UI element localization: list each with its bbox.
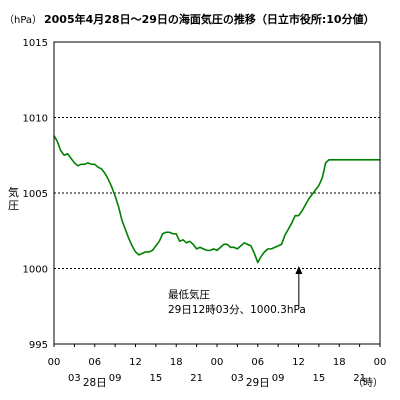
x-tick-label: 12 xyxy=(129,357,142,368)
x-tick-label: 15 xyxy=(150,373,163,384)
day-label: 28日 xyxy=(83,377,107,389)
annotation-detail: 29日12時03分、1000.3hPa xyxy=(168,304,306,316)
pressure-series-line xyxy=(53,135,380,264)
annotation-arrowhead xyxy=(295,265,303,274)
grid-lines xyxy=(54,117,380,269)
x-tick-label: 09 xyxy=(109,373,122,384)
plot-frame xyxy=(53,41,381,345)
x-tick-label: 03 xyxy=(231,373,244,384)
x-tick-label: 00 xyxy=(211,357,224,368)
y-tick-label: 1015 xyxy=(23,38,48,49)
unit-label: （hPa） xyxy=(4,14,42,26)
x-tick-label: 18 xyxy=(333,357,346,368)
x-tick-label: 06 xyxy=(251,357,264,368)
y-tick-label: 1005 xyxy=(23,189,48,200)
y-axis-ticks: 995 1000 1005 1010 1015 xyxy=(23,38,48,351)
x-tick-label: 21 xyxy=(190,373,203,384)
annotation-title: 最低気圧 xyxy=(168,288,210,301)
x-tick-label: 00 xyxy=(48,357,61,368)
y-tick-label: 1000 xyxy=(23,265,48,276)
chart-title: 2005年4月28日～29日の海面気圧の推移（日立市役所:10分値） xyxy=(44,12,375,26)
x-tick-label: 09 xyxy=(272,373,285,384)
x-tick-label: 06 xyxy=(88,357,101,368)
y-axis-label: 気圧 xyxy=(8,185,19,212)
x-tick-label: 21 xyxy=(353,373,366,384)
x-unit-label: （時） xyxy=(353,377,383,389)
y-tick-label: 1010 xyxy=(23,114,48,125)
day-label: 29日 xyxy=(246,377,270,389)
x-tick-label: 00 xyxy=(374,357,387,368)
y-axis-label-char: 気 xyxy=(8,185,19,199)
y-tick-label: 995 xyxy=(29,340,48,351)
x-tick-label: 03 xyxy=(68,373,81,384)
x-tick-label: 18 xyxy=(170,357,183,368)
min-pressure-annotation: 最低気圧 29日12時03分、1000.3hPa xyxy=(168,265,306,316)
x-tick-label: 12 xyxy=(292,357,305,368)
x-tick-label: 15 xyxy=(313,373,326,384)
y-axis-label-char: 圧 xyxy=(8,199,19,212)
x-axis-ticks: 00 03 06 09 12 15 18 21 00 03 06 09 12 15 18 21 00 xyxy=(48,344,387,384)
day-labels: 28日 29日 xyxy=(83,377,270,389)
series-layer xyxy=(53,135,380,264)
